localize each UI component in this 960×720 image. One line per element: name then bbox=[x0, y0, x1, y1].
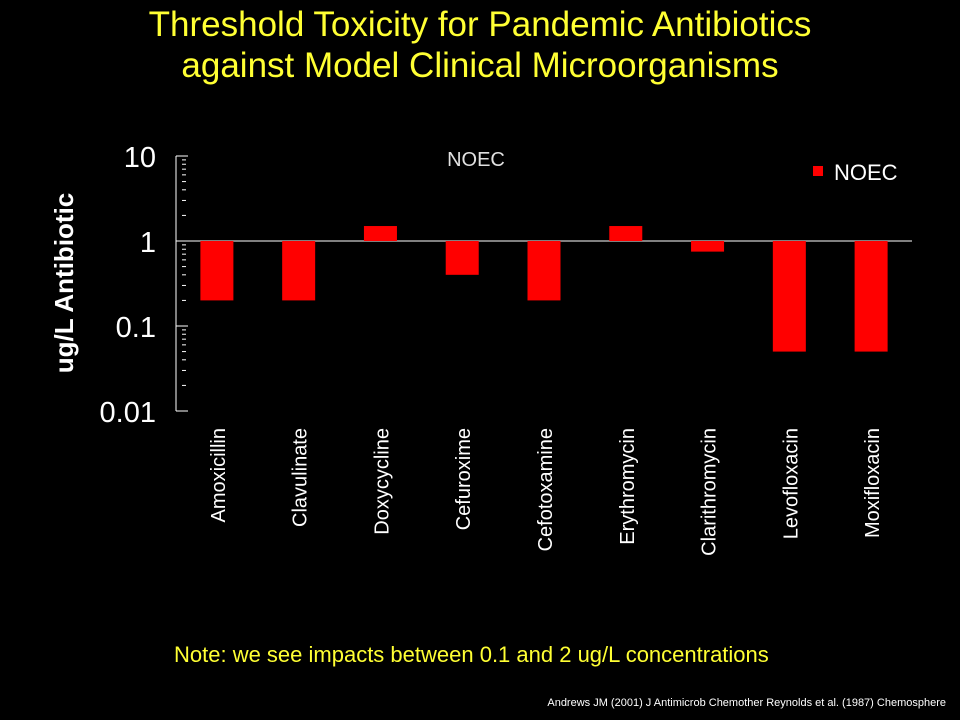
chart-title: Threshold Toxicity for Pandemic Antibiot… bbox=[0, 4, 960, 86]
legend-label: NOEC bbox=[834, 160, 898, 185]
citation-text: Andrews JM (2001) J Antimicrob Chemother… bbox=[547, 697, 946, 709]
x-tick-label: Cefuroxime bbox=[453, 428, 475, 530]
x-tick-label: Clavulinate bbox=[290, 428, 312, 527]
legend-swatch bbox=[813, 166, 823, 176]
bar-amoxicillin bbox=[200, 241, 234, 301]
x-tick-label: Moxifloxacin bbox=[862, 428, 884, 538]
title-line-2: against Model Clinical Microorganisms bbox=[181, 46, 779, 85]
chart-inner-title: NOEC bbox=[447, 149, 505, 171]
bar-erythromycin bbox=[609, 226, 643, 241]
y-tick-label: 1 bbox=[140, 227, 156, 259]
y-tick-label: 10 bbox=[124, 142, 156, 174]
note-text: Note: we see impacts between 0.1 and 2 u… bbox=[174, 642, 769, 667]
bar-moxifloxacin bbox=[854, 241, 888, 352]
y-tick-label: 0.1 bbox=[116, 312, 156, 344]
y-axis-label: ug/L Antibiotic bbox=[49, 193, 79, 374]
x-tick-label: Clarithromycin bbox=[699, 428, 721, 556]
bar-cefotoxamine bbox=[527, 241, 561, 301]
bar-levofloxacin bbox=[772, 241, 806, 352]
x-tick-label: Erythromycin bbox=[617, 428, 639, 545]
bar-cefuroxime bbox=[445, 241, 479, 275]
x-tick-label: Amoxicillin bbox=[208, 428, 230, 522]
x-tick-label: Cefotoxamine bbox=[535, 428, 557, 551]
bar-doxycycline bbox=[363, 226, 397, 241]
y-tick-label: 0.01 bbox=[100, 397, 156, 429]
title-line-1: Threshold Toxicity for Pandemic Antibiot… bbox=[148, 5, 812, 44]
x-tick-label: Doxycycline bbox=[371, 428, 393, 535]
bar-clavulinate bbox=[282, 241, 316, 301]
bar-clarithromycin bbox=[691, 241, 725, 252]
x-tick-label: Levofloxacin bbox=[780, 428, 802, 539]
